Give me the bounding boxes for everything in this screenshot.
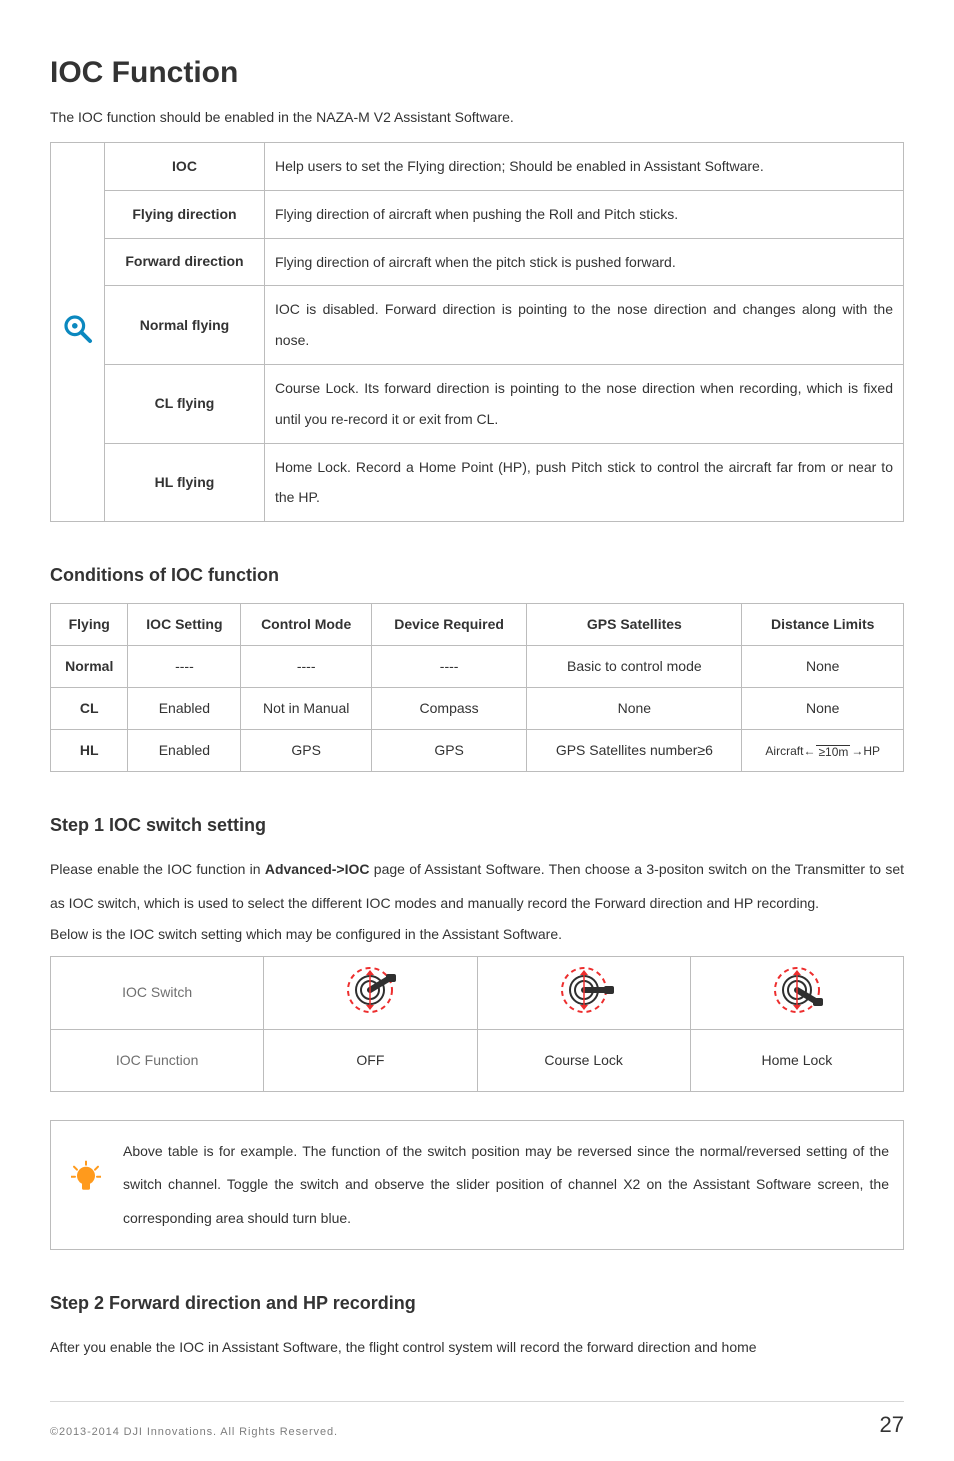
table-row: CL flying Course Lock. Its forward direc… [51,364,904,443]
step1-para: Please enable the IOC function in Advanc… [50,853,904,920]
copyright-text: ©2013-2014 DJI Innovations. All Rights R… [50,1424,338,1441]
cell: ---- [371,646,526,688]
step2-para: After you enable the IOC in Assistant So… [50,1331,904,1365]
col-header: Device Required [371,604,526,646]
def-label: Flying direction [105,190,265,238]
def-text: Flying direction of aircraft when pushin… [265,190,904,238]
distance-limit-cell: Aircraft←≥10m→HP [742,730,904,772]
cell: None [742,688,904,730]
note-text: Above table is for example. The function… [123,1143,889,1226]
cell: GPS Satellites number≥6 [527,730,742,772]
conditions-heading: Conditions of IOC function [50,562,904,589]
table-row: Normal flying IOC is disabled. Forward d… [51,286,904,365]
arrow-right-icon: → [851,744,863,758]
table-row: Flying direction Flying direction of air… [51,190,904,238]
page-footer: ©2013-2014 DJI Innovations. All Rights R… [50,1408,904,1441]
function-cell: Home Lock [690,1029,903,1091]
col-header: Flying [51,604,128,646]
step2-heading: Step 2 Forward direction and HP recordin… [50,1290,904,1317]
cell: GPS [371,730,526,772]
cell: ---- [241,646,372,688]
cell: GPS [241,730,372,772]
col-header: IOC Setting [128,604,241,646]
definitions-table: IOC Help users to set the Flying directi… [50,142,904,522]
table-header-row: Flying IOC Setting Control Mode Device R… [51,604,904,646]
dist-mid: ≥10m [816,745,850,758]
table-row: IOC Function OFF Course Lock Home Lock [51,1029,904,1091]
cell: None [742,646,904,688]
page-number: 27 [880,1408,904,1441]
table-row: CL Enabled Not in Manual Compass None No… [51,688,904,730]
magnifier-icon [62,313,94,345]
footer-divider [50,1401,904,1402]
def-label: HL flying [105,443,265,522]
def-text: IOC is disabled. Forward direction is po… [265,286,904,365]
switch-pos-up-icon [264,956,477,1029]
function-cell: OFF [264,1029,477,1091]
def-label: IOC [105,143,265,191]
step1-bold: Advanced->IOC [265,861,370,877]
def-label: Normal flying [105,286,265,365]
switch-setting-table: IOC Switch [50,956,904,1092]
conditions-table: Flying IOC Setting Control Mode Device R… [50,603,904,772]
intro-text: The IOC function should be enabled in th… [50,107,904,128]
col-header: Control Mode [241,604,372,646]
table-row: HL flying Home Lock. Record a Home Point… [51,443,904,522]
col-header: GPS Satellites [527,604,742,646]
lightbulb-icon [71,1161,101,1210]
step1-heading: Step 1 IOC switch setting [50,812,904,839]
step1-para2: Below is the IOC switch setting which ma… [50,922,904,947]
cell: Not in Manual [241,688,372,730]
def-label: Forward direction [105,238,265,286]
def-text: Course Lock. Its forward direction is po… [265,364,904,443]
cell: Basic to control mode [527,646,742,688]
table-row: Forward direction Flying direction of ai… [51,238,904,286]
def-text: Home Lock. Record a Home Point (HP), pus… [265,443,904,522]
table-row: IOC Switch [51,956,904,1029]
cell: Compass [371,688,526,730]
page-title: IOC Function [50,50,904,95]
cell: None [527,688,742,730]
cell: HL [51,730,128,772]
table-row: HL Enabled GPS GPS GPS Satellites number… [51,730,904,772]
cell: ---- [128,646,241,688]
cell: Enabled [128,688,241,730]
dist-left: Aircraft [765,744,803,758]
def-text: Help users to set the Flying direction; … [265,143,904,191]
def-label: CL flying [105,364,265,443]
note-box: Above table is for example. The function… [50,1120,904,1251]
step1-text-a: Please enable the IOC function in [50,861,265,877]
arrow-left-icon: ← [803,744,815,758]
col-header: Distance Limits [742,604,904,646]
switch-row-label: IOC Switch [51,956,264,1029]
dist-right: HP [863,744,880,758]
function-cell: Course Lock [477,1029,690,1091]
switch-pos-down-icon [690,956,903,1029]
table-row: IOC Help users to set the Flying directi… [51,143,904,191]
cell: Enabled [128,730,241,772]
function-row-label: IOC Function [51,1029,264,1091]
switch-pos-mid-icon [477,956,690,1029]
table-row: Normal ---- ---- ---- Basic to control m… [51,646,904,688]
cell: CL [51,688,128,730]
cell: Normal [51,646,128,688]
magnifier-icon-cell [51,143,105,522]
def-text: Flying direction of aircraft when the pi… [265,238,904,286]
